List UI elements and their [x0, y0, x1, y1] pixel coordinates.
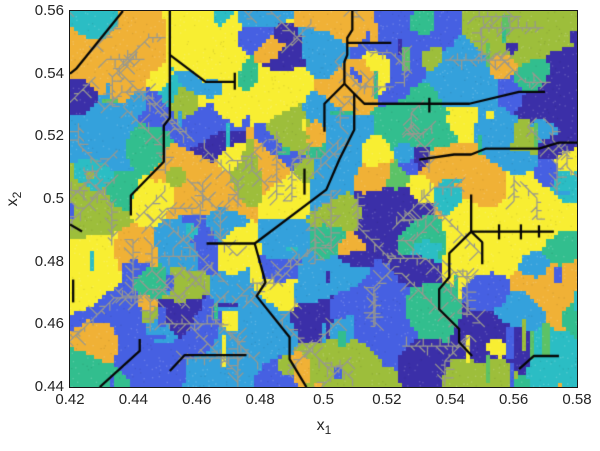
y-tick-label: 0.54	[34, 64, 64, 82]
y-tick-label: 0.52	[34, 127, 64, 145]
y-tick-label: 0.56	[34, 2, 64, 19]
x-tick-label: 0.54	[435, 391, 465, 408]
axes-box	[69, 10, 578, 388]
x-axis-label-base: x	[316, 417, 325, 434]
x-axis-label-subscript: 1	[324, 423, 332, 438]
y-tick-label: 0.44	[34, 378, 64, 395]
x-tick-label: 0.46	[182, 391, 212, 408]
partition-mosaic-plot	[70, 11, 577, 387]
y-axis-label-subscript: 2	[10, 191, 25, 199]
x-tick-label: 0.48	[245, 391, 275, 408]
y-tick-label: 0.46	[34, 315, 64, 333]
y-tick-label: 0.5	[43, 190, 64, 207]
y-axis-label: x2	[4, 192, 24, 207]
y-axis-label-base: x	[3, 198, 21, 207]
x-tick-label: 0.5	[313, 391, 334, 408]
x-tick-label: 0.56	[499, 391, 529, 408]
x-tick-label: 0.52	[372, 391, 402, 408]
y-tick-label: 0.48	[34, 252, 64, 270]
x-tick-label: 0.42	[55, 391, 85, 408]
x-tick-label: 0.58	[562, 391, 592, 408]
x-tick-label: 0.44	[118, 391, 148, 408]
x-axis-label: x1	[317, 417, 332, 437]
